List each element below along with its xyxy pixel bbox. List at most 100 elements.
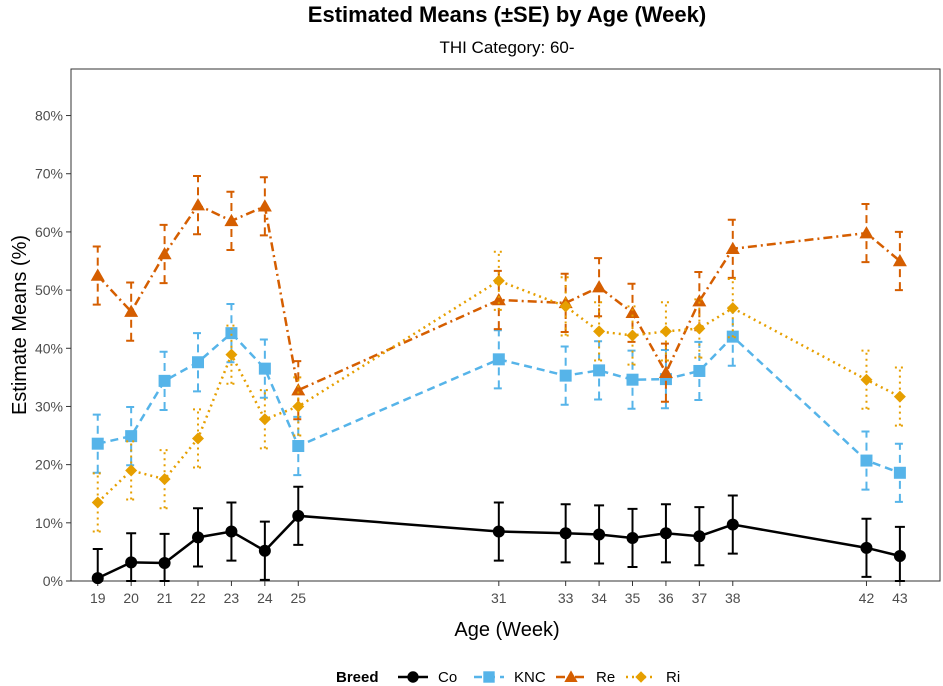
data-point bbox=[192, 356, 205, 369]
data-point bbox=[125, 430, 138, 443]
data-point bbox=[859, 226, 874, 239]
x-tick-label: 34 bbox=[591, 590, 607, 606]
data-point bbox=[125, 464, 138, 477]
x-axis: 19 20 21 22 23 24 25 31 33 34 35 36 37 38 42 43 bbox=[90, 581, 908, 606]
data-point bbox=[892, 254, 907, 267]
legend-label: Re bbox=[596, 669, 615, 686]
x-tick-label: 20 bbox=[123, 590, 139, 606]
data-point bbox=[492, 274, 505, 287]
series-Ri bbox=[91, 250, 906, 533]
data-point bbox=[726, 518, 739, 531]
data-point bbox=[626, 373, 639, 386]
y-axis: 0% 10% 20% 30% 40% 50% 60% 70% 80% bbox=[35, 108, 71, 589]
error-bar bbox=[226, 324, 237, 385]
data-point bbox=[559, 527, 572, 540]
data-point bbox=[483, 671, 495, 683]
legend-label: KNC bbox=[514, 669, 546, 686]
error-bar bbox=[727, 278, 738, 339]
data-point bbox=[225, 348, 238, 361]
error-bar bbox=[293, 376, 304, 437]
x-tick-label: 36 bbox=[658, 590, 674, 606]
series-Co bbox=[91, 485, 906, 585]
data-point bbox=[593, 364, 606, 377]
data-point bbox=[491, 292, 506, 306]
plot-panel bbox=[70, 68, 941, 582]
data-point bbox=[860, 373, 873, 386]
x-tick-label: 35 bbox=[625, 590, 641, 606]
legend-label: Co bbox=[438, 669, 457, 686]
y-tick-label: 0% bbox=[43, 573, 63, 589]
data-point bbox=[559, 300, 572, 313]
y-tick-label: 20% bbox=[35, 457, 63, 473]
data-point bbox=[158, 556, 171, 569]
data-point bbox=[225, 525, 238, 538]
error-bar bbox=[627, 305, 638, 366]
data-point bbox=[659, 325, 672, 338]
x-tick-label: 31 bbox=[491, 590, 507, 606]
data-point bbox=[893, 390, 906, 403]
data-point bbox=[492, 353, 505, 366]
data-point bbox=[91, 437, 104, 450]
series-line bbox=[97, 331, 901, 474]
data-point bbox=[158, 473, 171, 486]
y-tick-label: 40% bbox=[35, 340, 63, 356]
legend-item-Re: Re bbox=[556, 669, 615, 686]
data-point bbox=[659, 527, 672, 540]
y-tick-label: 10% bbox=[35, 515, 63, 531]
y-tick-label: 70% bbox=[35, 166, 63, 182]
data-point bbox=[292, 509, 305, 522]
data-point bbox=[192, 432, 205, 445]
x-tick-label: 24 bbox=[257, 590, 273, 606]
data-point bbox=[125, 556, 138, 569]
data-point bbox=[224, 213, 239, 227]
data-point bbox=[258, 413, 271, 426]
data-point bbox=[90, 268, 105, 281]
data-point bbox=[893, 549, 906, 562]
error-bar bbox=[861, 349, 872, 410]
error-bar bbox=[694, 298, 705, 359]
series-line bbox=[96, 203, 901, 392]
y-tick-label: 60% bbox=[35, 224, 63, 240]
plot-area bbox=[90, 175, 907, 585]
data-point bbox=[692, 294, 707, 307]
data-point bbox=[291, 383, 306, 396]
x-tick-label: 42 bbox=[859, 590, 875, 606]
error-bar bbox=[92, 472, 103, 533]
data-point bbox=[91, 496, 104, 509]
y-tick-label: 50% bbox=[35, 282, 63, 298]
error-bar bbox=[493, 250, 504, 311]
y-tick-label: 80% bbox=[35, 108, 63, 124]
data-point bbox=[91, 572, 104, 585]
data-point bbox=[626, 531, 639, 544]
error-bar bbox=[159, 449, 170, 510]
legend-item-KNC: KNC bbox=[474, 669, 546, 686]
data-point bbox=[860, 541, 873, 554]
data-point bbox=[658, 365, 673, 378]
error-bar bbox=[259, 389, 270, 450]
data-point bbox=[258, 362, 271, 375]
x-tick-label: 37 bbox=[692, 590, 708, 606]
data-point bbox=[257, 199, 272, 212]
data-point bbox=[693, 530, 706, 543]
error-bar bbox=[660, 301, 671, 362]
legend: Breed Co KNC Re Ri bbox=[336, 669, 680, 686]
x-tick-label: 43 bbox=[892, 590, 908, 606]
legend-item-Co: Co bbox=[398, 669, 457, 686]
data-point bbox=[635, 671, 647, 683]
data-point bbox=[158, 374, 171, 387]
data-point bbox=[725, 241, 740, 255]
data-point bbox=[693, 364, 706, 377]
chart-subtitle: THI Category: 60- bbox=[439, 38, 574, 57]
x-tick-label: 22 bbox=[190, 590, 206, 606]
error-bar bbox=[193, 408, 204, 469]
x-axis-title: Age (Week) bbox=[454, 619, 559, 641]
data-point bbox=[258, 544, 271, 557]
data-point bbox=[492, 525, 505, 538]
series-line bbox=[97, 514, 901, 580]
data-point bbox=[625, 305, 640, 319]
data-point bbox=[157, 247, 172, 260]
chart-title: Estimated Means (±SE) by Age (Week) bbox=[308, 2, 706, 27]
y-tick-label: 30% bbox=[35, 398, 63, 414]
y-axis-title: Estimate Means (%) bbox=[9, 235, 31, 415]
data-point bbox=[593, 325, 606, 338]
